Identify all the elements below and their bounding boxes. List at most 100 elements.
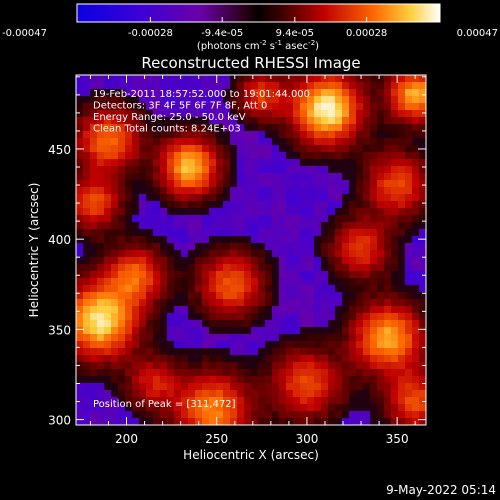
heatmap-cell (195, 194, 203, 202)
heatmap-cell (328, 264, 336, 272)
heatmap-cell (125, 152, 133, 160)
heatmap-cell (328, 376, 336, 384)
heatmap-cell (188, 173, 196, 181)
heatmap-cell (167, 411, 175, 419)
heatmap-cell (265, 75, 273, 83)
heatmap-cell (405, 362, 413, 370)
heatmap-cell (398, 334, 406, 342)
heatmap-cell (272, 201, 280, 209)
heatmap-cell (188, 390, 196, 398)
heatmap-cell (377, 355, 385, 363)
heatmap-cell (391, 159, 399, 167)
heatmap-cell (160, 222, 168, 230)
colorbar-tick-label: 0.00028 (346, 28, 387, 39)
heatmap-cell (202, 292, 210, 300)
heatmap-cell (279, 327, 287, 335)
heatmap-cell (391, 299, 399, 307)
heatmap-cell (153, 257, 161, 265)
heatmap-cell (314, 110, 322, 118)
heatmap-cell (412, 404, 420, 412)
heatmap-cell (363, 355, 371, 363)
heatmap-cell (202, 117, 210, 125)
heatmap-cell (321, 82, 329, 90)
heatmap-cell (237, 390, 245, 398)
heatmap-cell (153, 348, 161, 356)
colorbar-tick-label: -9.4e-05 (201, 28, 243, 39)
heatmap-cell (90, 75, 98, 83)
heatmap-cell (97, 397, 105, 405)
heatmap-cell (139, 145, 147, 153)
heatmap-cell (97, 271, 105, 279)
heatmap-cell (181, 306, 189, 314)
heatmap-cell (342, 103, 350, 111)
heatmap-cell (258, 299, 266, 307)
heatmap-cell (153, 194, 161, 202)
heatmap-cell (188, 215, 196, 223)
heatmap-cell (160, 418, 168, 426)
heatmap-cell (230, 96, 238, 104)
heatmap-cell (76, 208, 84, 216)
heatmap-cell (412, 313, 420, 321)
heatmap-cell (328, 411, 336, 419)
heatmap-cell (230, 159, 238, 167)
heatmap-cell (293, 229, 301, 237)
heatmap-cell (237, 355, 245, 363)
heatmap-cell (202, 390, 210, 398)
heatmap-cell (300, 320, 308, 328)
heatmap-cell (356, 166, 364, 174)
heatmap-cell (419, 243, 427, 251)
heatmap-cell (356, 131, 364, 139)
heatmap-cell (181, 75, 189, 83)
heatmap-cell (307, 411, 315, 419)
heatmap-cell (209, 117, 217, 125)
heatmap-cell (405, 390, 413, 398)
heatmap-cell (237, 243, 245, 251)
heatmap-cell (377, 201, 385, 209)
heatmap-cell (209, 397, 217, 405)
heatmap-cell (146, 264, 154, 272)
heatmap-cell (272, 215, 280, 223)
heatmap-cell (335, 208, 343, 216)
heatmap-cell (300, 201, 308, 209)
heatmap-cell (398, 110, 406, 118)
heatmap-cell (223, 348, 231, 356)
heatmap-cell (328, 201, 336, 209)
annotation-line: Detectors: 3F 4F 5F 6F 7F 8F, Att 0 (93, 101, 267, 112)
heatmap-cell (377, 145, 385, 153)
heatmap-cell (377, 124, 385, 132)
heatmap-cell (251, 89, 259, 97)
heatmap-cell (307, 397, 315, 405)
heatmap-cell (419, 327, 427, 335)
heatmap-cell (76, 285, 84, 293)
heatmap-cell (202, 187, 210, 195)
heatmap-cell (419, 89, 427, 97)
heatmap-cell (391, 145, 399, 153)
heatmap-cell (349, 299, 357, 307)
heatmap-cell (223, 138, 231, 146)
heatmap-cell (146, 390, 154, 398)
heatmap-cell (384, 124, 392, 132)
heatmap-cell (160, 362, 168, 370)
heatmap-cell (104, 383, 112, 391)
heatmap-cell (139, 159, 147, 167)
heatmap-cell (342, 145, 350, 153)
heatmap-cell (146, 75, 154, 83)
heatmap-cell (286, 292, 294, 300)
heatmap-cell (174, 103, 182, 111)
heatmap-cell (125, 313, 133, 321)
heatmap-cell (335, 82, 343, 90)
heatmap-cell (76, 124, 84, 132)
heatmap-cell (244, 285, 252, 293)
heatmap-cell (370, 243, 378, 251)
heatmap-cell (174, 341, 182, 349)
heatmap-cell (111, 187, 119, 195)
heatmap-cell (181, 124, 189, 132)
heatmap-cell (279, 152, 287, 160)
heatmap-cell (104, 362, 112, 370)
heatmap-cell (265, 397, 273, 405)
heatmap-cell (111, 334, 119, 342)
heatmap-cell (237, 418, 245, 426)
heatmap-cell (342, 208, 350, 216)
heatmap-cell (111, 383, 119, 391)
heatmap-cell (188, 362, 196, 370)
